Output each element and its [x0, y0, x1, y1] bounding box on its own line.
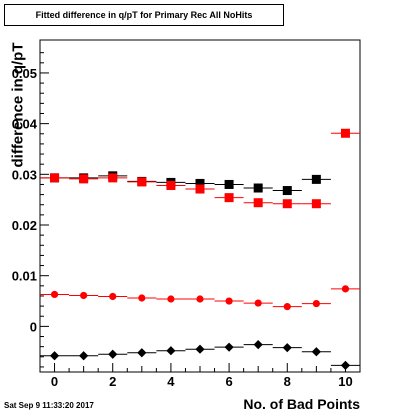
data-point-diamond — [224, 342, 234, 352]
data-point-circle — [312, 299, 320, 308]
y-tick-label: 0.01 — [12, 269, 37, 284]
data-point-circle — [167, 295, 175, 303]
data-point-diamond — [195, 344, 205, 354]
x-tick-label: 10 — [338, 374, 352, 389]
data-point-square — [50, 173, 60, 183]
data-point-square — [311, 174, 321, 184]
data-point-circle — [138, 294, 146, 302]
data-point-circle — [283, 303, 291, 311]
data-point-diamond — [49, 351, 60, 361]
data-point-square — [311, 199, 321, 209]
data-point-square — [166, 180, 176, 190]
data-point-square — [108, 173, 118, 183]
data-point-diamond — [340, 360, 351, 371]
data-point-square — [282, 186, 292, 196]
data-point-circle — [80, 291, 88, 300]
data-point-diamond — [79, 351, 89, 361]
y-tick-label: 0.03 — [12, 167, 37, 182]
date-stamp: Sat Sep 9 11:33:20 2017 — [4, 401, 94, 410]
data-point-square — [224, 179, 234, 189]
y-tick-label: 0.05 — [12, 66, 37, 81]
data-point-circle — [196, 295, 204, 303]
data-point-square — [340, 128, 350, 138]
data-point-diamond — [108, 349, 118, 359]
data-point-square — [224, 193, 234, 203]
y-axis-label: difference in q/pT — [9, 42, 27, 168]
x-tick-label: 4 — [167, 374, 175, 389]
data-point-circle — [341, 285, 350, 293]
y-tick-label: 0.04 — [12, 117, 38, 132]
data-point-square — [282, 199, 292, 209]
data-point-circle — [254, 299, 262, 307]
y-tick-label: 0.02 — [12, 218, 37, 233]
data-point-square — [195, 184, 205, 194]
x-tick-label: 2 — [109, 374, 116, 389]
data-point-square — [79, 174, 89, 184]
data-point-square — [137, 177, 147, 187]
data-point-circle — [109, 292, 117, 301]
data-point-diamond — [282, 343, 292, 353]
data-point-diamond — [166, 346, 176, 356]
y-tick-label: 0 — [30, 319, 37, 334]
marks-layer — [40, 128, 360, 371]
data-point-circle — [225, 297, 233, 305]
x-tick-label: 8 — [284, 374, 291, 389]
x-axis-label: No. of Bad Points — [243, 396, 360, 412]
data-point-diamond — [137, 348, 147, 358]
x-tick-label: 6 — [225, 374, 232, 389]
data-point-circle — [50, 290, 59, 299]
title-box: Fitted difference in q/pT for Primary Re… — [4, 4, 284, 26]
data-point-diamond — [253, 340, 263, 350]
data-point-diamond — [311, 347, 321, 357]
x-tick-label: 0 — [51, 374, 58, 389]
axes-layer: 0 2 4 6 8 10 0 0.01 0.02 0.03 0.04 0.05 — [12, 52, 353, 389]
data-point-square — [253, 183, 263, 193]
data-point-square — [195, 178, 205, 188]
chart-title: Fitted difference in q/pT for Primary Re… — [35, 10, 253, 20]
data-point-square — [253, 198, 263, 208]
